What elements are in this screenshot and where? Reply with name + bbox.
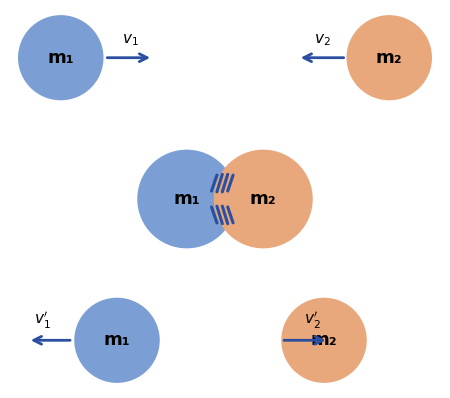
Text: m₁: m₁ (104, 331, 130, 349)
Text: m₁: m₁ (47, 49, 74, 67)
Text: $\mathit{v}_2$: $\mathit{v}_2$ (314, 32, 331, 48)
Text: $\mathit{v}_2'$: $\mathit{v}_2'$ (304, 310, 321, 331)
Ellipse shape (137, 150, 236, 248)
Text: $\mathit{v}_1$: $\mathit{v}_1$ (122, 32, 139, 48)
Text: m₂: m₂ (250, 190, 277, 208)
Ellipse shape (346, 15, 432, 100)
Text: $\mathit{v}_1'$: $\mathit{v}_1'$ (34, 310, 51, 331)
Ellipse shape (18, 15, 104, 100)
Ellipse shape (281, 298, 367, 383)
Ellipse shape (74, 298, 160, 383)
Text: m₂: m₂ (310, 331, 338, 349)
Ellipse shape (214, 150, 313, 248)
Text: m₁: m₁ (173, 190, 200, 208)
Text: m₂: m₂ (376, 49, 403, 67)
